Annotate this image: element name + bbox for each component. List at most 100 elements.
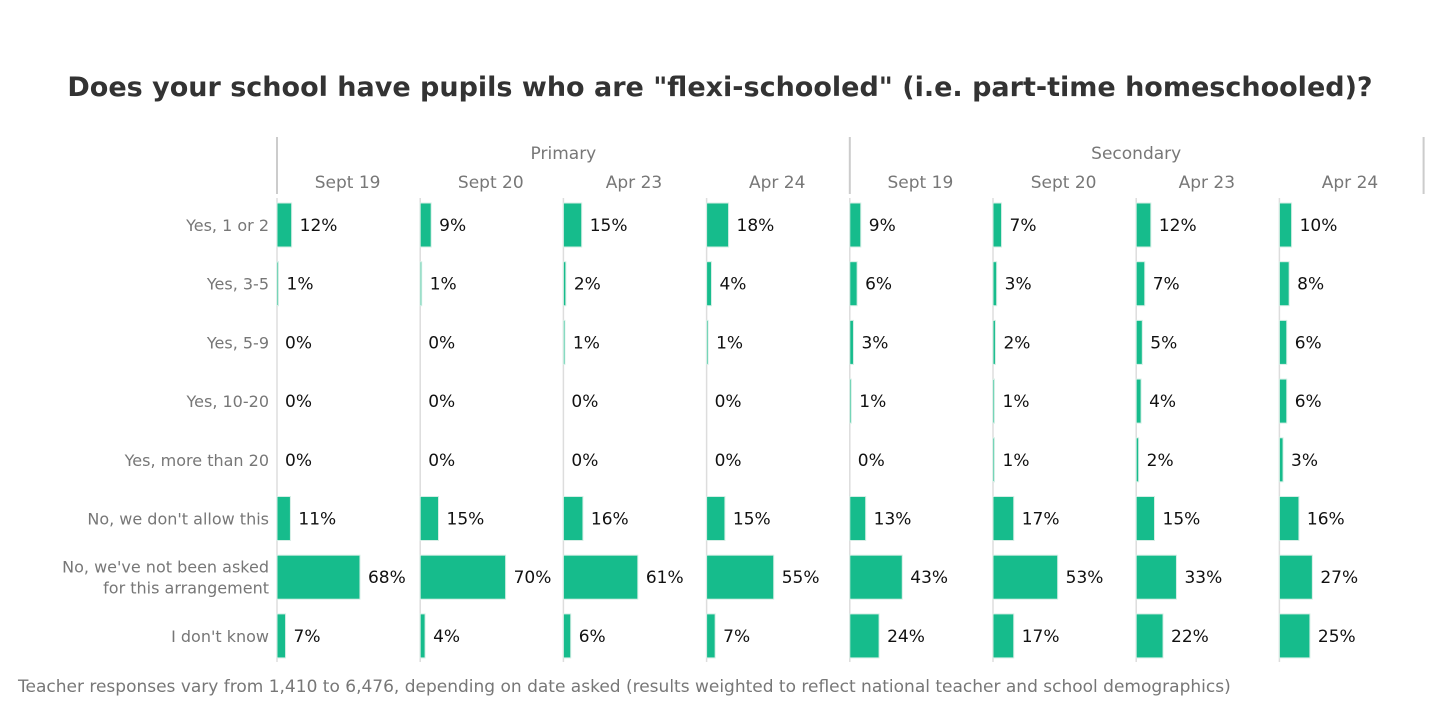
bar — [419, 202, 432, 248]
bar — [706, 496, 726, 541]
bar — [276, 496, 291, 541]
value-label: 9% — [439, 216, 466, 236]
value-label: 18% — [737, 216, 775, 236]
bar — [1278, 378, 1288, 424]
bar — [562, 613, 572, 659]
bar — [706, 319, 709, 365]
bar — [1278, 496, 1300, 541]
value-label: 33% — [1184, 568, 1222, 588]
bar — [1278, 261, 1290, 307]
value-label: 0% — [428, 392, 455, 412]
bar — [1278, 554, 1313, 600]
bar — [849, 378, 852, 424]
value-label: 4% — [1149, 392, 1176, 412]
bar — [992, 613, 1015, 659]
category-label: Yes, 10-20 — [186, 392, 270, 411]
value-label: 0% — [428, 333, 455, 353]
value-label: 22% — [1171, 627, 1209, 647]
series-label: Apr 24 — [1322, 173, 1378, 193]
value-label: 0% — [285, 451, 312, 471]
value-label: 0% — [858, 451, 885, 471]
value-label: 2% — [574, 275, 601, 295]
bar — [849, 261, 858, 307]
category-label: No, we don't allow this — [87, 510, 269, 529]
value-label: 4% — [433, 627, 460, 647]
value-label: 6% — [579, 627, 606, 647]
series-label: Sept 19 — [888, 173, 954, 193]
value-label: 3% — [1005, 275, 1032, 295]
value-label: 70% — [514, 568, 552, 588]
bar — [849, 202, 862, 248]
bar — [992, 378, 995, 424]
bar — [992, 496, 1015, 541]
bar — [706, 613, 716, 659]
bar — [992, 202, 1003, 248]
bar — [419, 496, 440, 541]
series-label: Sept 20 — [458, 173, 524, 193]
value-label: 6% — [1295, 392, 1322, 412]
bar — [849, 613, 880, 659]
value-label: 7% — [294, 627, 321, 647]
value-label: 5% — [1150, 333, 1177, 353]
value-label: 3% — [861, 333, 888, 353]
value-label: 1% — [287, 275, 314, 295]
bar — [562, 496, 584, 541]
value-label: 4% — [719, 275, 746, 295]
value-label: 15% — [447, 510, 485, 530]
value-label: 0% — [715, 392, 742, 412]
category-label: Yes, more than 20 — [124, 451, 269, 470]
value-label: 24% — [887, 627, 925, 647]
bar — [419, 554, 507, 600]
value-label: 15% — [590, 216, 628, 236]
bar — [849, 554, 903, 600]
bar — [1135, 378, 1142, 424]
category-label: No, we've not been asked — [62, 558, 269, 577]
bar — [1278, 202, 1293, 248]
bar — [1135, 437, 1140, 483]
series-label: Apr 23 — [606, 173, 662, 193]
bar — [992, 319, 996, 365]
bar — [276, 202, 293, 248]
value-label: 7% — [1153, 275, 1180, 295]
bar — [849, 496, 867, 541]
value-label: 0% — [571, 392, 598, 412]
value-label: 0% — [571, 451, 598, 471]
value-label: 25% — [1318, 627, 1356, 647]
bar — [1278, 319, 1288, 365]
bar — [1278, 613, 1311, 659]
value-label: 0% — [715, 451, 742, 471]
value-label: 1% — [430, 275, 457, 295]
bar — [992, 261, 998, 307]
category-label: Yes, 1 or 2 — [185, 216, 269, 235]
bar — [1135, 554, 1177, 600]
value-label: 61% — [646, 568, 684, 588]
value-label: 16% — [1307, 510, 1345, 530]
value-label: 3% — [1291, 451, 1318, 471]
bar — [419, 613, 426, 659]
value-label: 17% — [1022, 510, 1060, 530]
bar — [1135, 261, 1146, 307]
series-label: Sept 19 — [315, 173, 381, 193]
value-label: 11% — [298, 510, 336, 530]
chart-footnote: Teacher responses vary from 1,410 to 6,4… — [18, 677, 1231, 697]
group-label: Secondary — [1091, 144, 1181, 164]
value-label: 15% — [733, 510, 771, 530]
value-label: 6% — [865, 275, 892, 295]
bar — [276, 261, 279, 307]
value-label: 17% — [1022, 627, 1060, 647]
category-label: Yes, 3-5 — [206, 275, 269, 294]
value-label: 68% — [368, 568, 406, 588]
value-label: 27% — [1320, 568, 1358, 588]
series-label: Sept 20 — [1031, 173, 1097, 193]
category-label: I don't know — [171, 627, 269, 646]
bar — [1135, 202, 1152, 248]
value-label: 1% — [1003, 392, 1030, 412]
value-label: 12% — [1159, 216, 1197, 236]
bar — [562, 319, 566, 365]
value-label: 15% — [1163, 510, 1201, 530]
value-label: 2% — [1003, 333, 1030, 353]
category-label: for this arrangement — [103, 579, 269, 598]
group-label: Primary — [531, 144, 597, 164]
value-label: 0% — [428, 451, 455, 471]
